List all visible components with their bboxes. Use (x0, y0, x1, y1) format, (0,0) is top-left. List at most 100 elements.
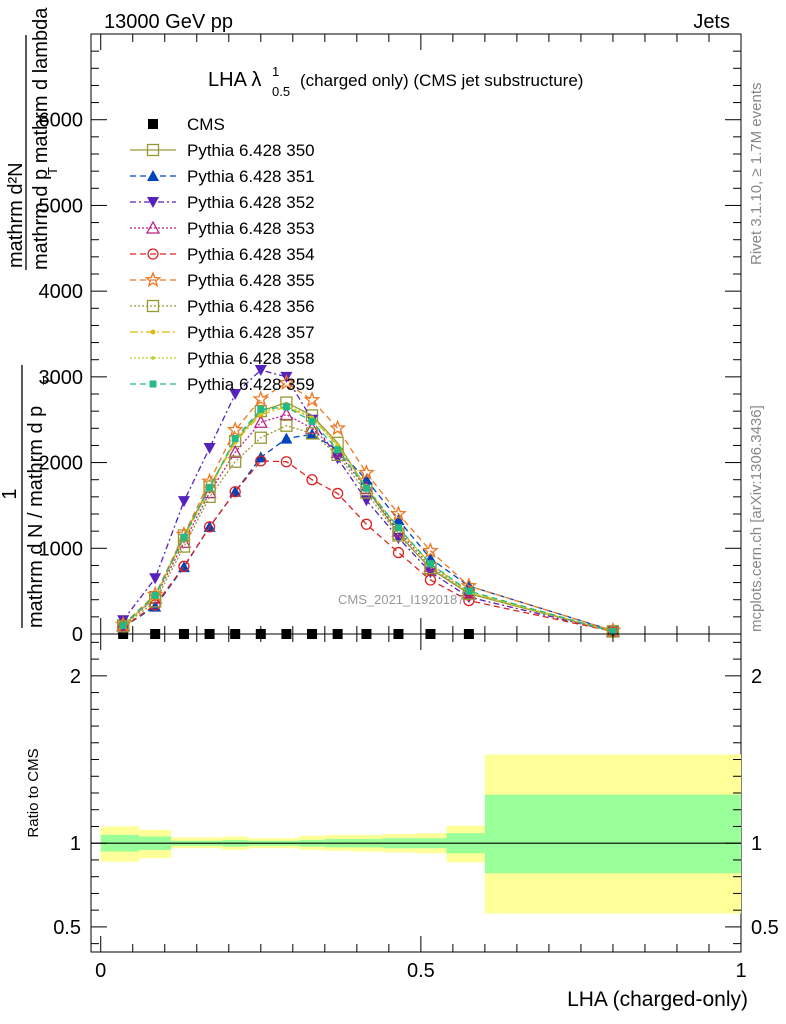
legend-entry: Pythia 6.428 351 (130, 167, 315, 186)
legend-label: Pythia 6.428 355 (187, 271, 315, 290)
legend-label: Pythia 6.428 352 (187, 193, 315, 212)
legend-marker (151, 356, 155, 360)
legend-marker (146, 143, 160, 157)
data-point (465, 587, 473, 595)
main-y-tick-label: 2000 (39, 453, 84, 475)
data-point (609, 627, 617, 635)
data-point (422, 542, 439, 558)
data-point (390, 505, 407, 522)
ratio-bands-layer (91, 754, 741, 914)
data-point (229, 389, 242, 400)
ratio-y-ticks: 0.5 0.5 1 1 2 2 (53, 641, 779, 945)
legend-marker (147, 170, 159, 181)
plot-title: LHA λ 1 0.5 (charged only) (CMS jet subs… (208, 64, 583, 99)
ylabel-top-denominator: mathrm d p mathrm d lambda (30, 7, 52, 270)
data-point (228, 444, 243, 458)
ratio-y-tick-label: 0.5 (53, 917, 81, 939)
series-line (122, 382, 614, 632)
data-point (463, 594, 475, 607)
ratio-y-tick-label-right: 2 (751, 666, 762, 688)
ratio-y-tick-label-right: 0.5 (751, 917, 779, 939)
rivet-version-label: Rivet 3.1.10, ≥ 1.7M events (748, 83, 765, 266)
ratio-y-tick-label-right: 1 (751, 833, 762, 855)
legend-label: CMS (187, 115, 225, 134)
legend-entry: CMS (148, 115, 225, 134)
data-point (426, 560, 434, 568)
legend-marker (150, 329, 156, 335)
data-point (303, 391, 321, 408)
data-point (306, 474, 318, 486)
legend-marker (146, 299, 160, 313)
data-point (180, 533, 188, 541)
data-point (424, 567, 437, 579)
data-point (119, 621, 127, 629)
data-point (253, 414, 268, 428)
data-point (392, 514, 405, 525)
legend-entry: Pythia 6.428 356 (130, 297, 315, 316)
data-point (206, 483, 214, 491)
data-point (280, 432, 293, 444)
main-y-tick-label: 6000 (39, 110, 84, 132)
analysis-watermark: CMS_2021_I1920187 (338, 592, 465, 607)
data-point (392, 546, 405, 559)
legend-marker (145, 220, 161, 234)
legend-label: Pythia 6.428 353 (187, 219, 315, 238)
legend-entry: Pythia 6.428 355 (130, 271, 315, 290)
ratio-y-tick-label: 2 (70, 666, 81, 688)
legend-marker (144, 271, 162, 288)
main-y-tick-label: 3000 (39, 367, 84, 389)
title-subscript: 0.5 (272, 84, 290, 99)
series-10 (119, 403, 617, 635)
series-line (122, 460, 614, 633)
legend-label: Pythia 6.428 357 (187, 323, 315, 342)
title-main: LHA λ (208, 69, 261, 91)
main-y-ticks: 0 1000 2000 3000 4000 5000 6000 (39, 50, 741, 646)
data-point (116, 620, 130, 633)
data-point (360, 495, 373, 507)
legend-marker (147, 248, 159, 260)
header-jets-label: Jets (693, 11, 730, 33)
series-line (122, 404, 614, 633)
legend-entry: Pythia 6.428 357 (130, 323, 315, 342)
data-point (305, 427, 319, 440)
ratio-x-tick-label: 1 (735, 960, 746, 982)
main-y-tick-label: 4000 (39, 281, 84, 303)
ratio-x-tick-label: 0 (95, 960, 106, 982)
data-point (151, 591, 159, 599)
data-point (254, 431, 267, 444)
data-point (358, 464, 375, 480)
legend-marker (147, 197, 159, 208)
data-point (229, 455, 242, 468)
data-point (254, 451, 267, 463)
series-line (122, 406, 614, 633)
data-point (257, 405, 265, 413)
legend-label: Pythia 6.428 359 (187, 375, 315, 394)
main-y-tick-label: 0 (72, 624, 83, 646)
data-point (362, 484, 370, 492)
data-point (334, 446, 342, 454)
data-point (280, 456, 293, 468)
main-y-tick-label: 5000 (39, 195, 84, 217)
data-point (231, 435, 239, 443)
header-energy-label: 13000 GeV pp (104, 11, 233, 33)
title-superscript: 1 (272, 64, 279, 79)
data-point (203, 521, 216, 533)
title-rest: (charged only) (CMS jet substructure) (300, 71, 583, 90)
legend-marker (149, 380, 157, 388)
ylabel-top-numerator: mathrm d²N (5, 162, 27, 268)
data-point (252, 390, 270, 407)
mcplots-label: mcplots.cern.ch [arXiv:1306.3436] (748, 405, 765, 632)
data-point (178, 560, 190, 572)
ratio-band-inner (484, 794, 741, 874)
legend-entry: Pythia 6.428 358 (130, 349, 315, 368)
legend-label: Pythia 6.428 358 (187, 349, 315, 368)
data-point (177, 496, 190, 508)
data-point (226, 421, 244, 438)
data-point (280, 419, 293, 432)
legend-entry: Pythia 6.428 350 (130, 141, 315, 160)
ratio-y-tick-label: 1 (70, 833, 81, 855)
legend-label: Pythia 6.428 350 (187, 141, 315, 160)
legend: CMS Pythia 6.428 350 Pythia 6.428 351 Pythi… (130, 115, 315, 394)
data-point (254, 365, 267, 376)
